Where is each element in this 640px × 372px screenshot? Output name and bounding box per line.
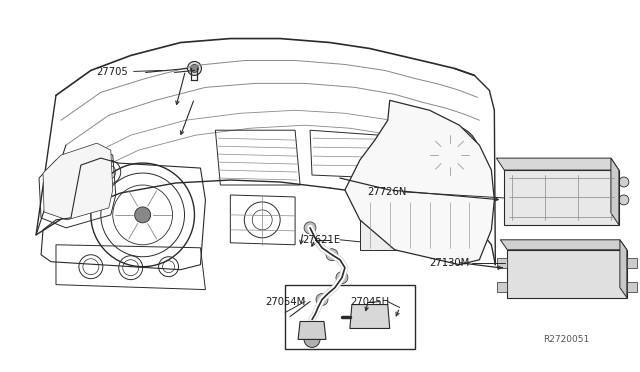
Polygon shape bbox=[611, 158, 619, 225]
Circle shape bbox=[440, 145, 460, 165]
Circle shape bbox=[619, 195, 629, 205]
Text: 27726N: 27726N bbox=[367, 187, 406, 197]
FancyBboxPatch shape bbox=[597, 255, 617, 291]
Text: 27705: 27705 bbox=[96, 67, 127, 77]
Circle shape bbox=[304, 222, 316, 234]
Bar bbox=[360, 200, 479, 250]
Circle shape bbox=[316, 294, 328, 305]
Circle shape bbox=[336, 272, 348, 283]
FancyBboxPatch shape bbox=[555, 255, 575, 291]
Text: 27130M: 27130M bbox=[429, 258, 470, 268]
Polygon shape bbox=[345, 100, 494, 265]
Circle shape bbox=[619, 177, 629, 187]
Polygon shape bbox=[350, 305, 390, 328]
FancyBboxPatch shape bbox=[515, 255, 534, 291]
Polygon shape bbox=[43, 143, 113, 220]
Polygon shape bbox=[497, 158, 619, 170]
Circle shape bbox=[357, 311, 367, 321]
FancyBboxPatch shape bbox=[534, 255, 554, 291]
Circle shape bbox=[191, 64, 198, 73]
Text: 27054M: 27054M bbox=[265, 296, 305, 307]
Circle shape bbox=[134, 207, 150, 223]
Circle shape bbox=[304, 331, 320, 347]
Polygon shape bbox=[504, 170, 619, 225]
Polygon shape bbox=[620, 240, 627, 298]
Text: 27621E: 27621E bbox=[302, 235, 340, 245]
Polygon shape bbox=[627, 258, 637, 268]
Text: 27045H: 27045H bbox=[350, 296, 389, 307]
Polygon shape bbox=[500, 240, 627, 250]
Polygon shape bbox=[497, 258, 508, 268]
Text: R2720051: R2720051 bbox=[543, 336, 589, 344]
Circle shape bbox=[188, 61, 202, 76]
Polygon shape bbox=[497, 282, 508, 292]
Polygon shape bbox=[627, 282, 637, 292]
FancyBboxPatch shape bbox=[576, 255, 596, 291]
Polygon shape bbox=[298, 321, 326, 339]
Bar bbox=[285, 285, 415, 349]
Polygon shape bbox=[508, 250, 627, 298]
Circle shape bbox=[326, 249, 338, 261]
Circle shape bbox=[373, 311, 383, 321]
